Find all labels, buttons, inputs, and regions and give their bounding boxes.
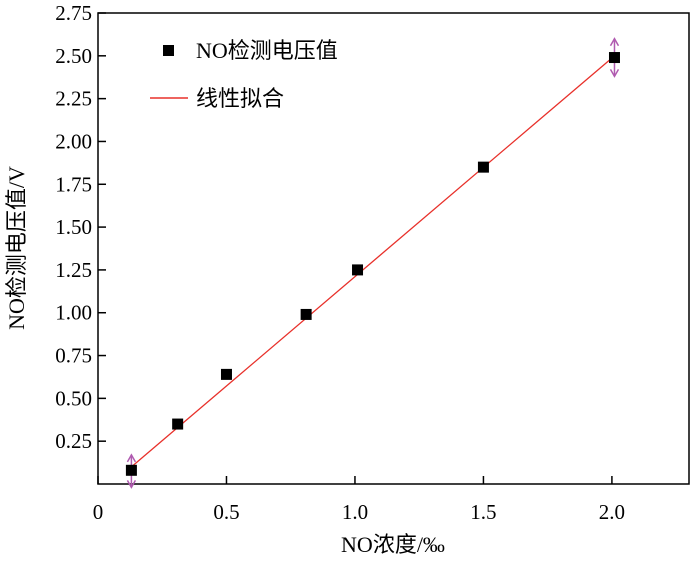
y-tick-label: 1.75 bbox=[55, 172, 92, 196]
legend-label-points: NO检测电压值 bbox=[196, 38, 338, 63]
data-point bbox=[477, 161, 489, 173]
fit-line bbox=[130, 55, 615, 468]
y-tick-label: 0.25 bbox=[55, 429, 92, 453]
data-point bbox=[608, 52, 620, 64]
legend-marker-points bbox=[163, 45, 174, 56]
x-tick-label: 0 bbox=[93, 500, 104, 524]
data-points-series bbox=[125, 52, 620, 476]
data-point bbox=[352, 264, 364, 276]
y-tick-label: 1.50 bbox=[55, 215, 92, 239]
x-tick-label: 2.0 bbox=[599, 500, 625, 524]
y-axis-title: NO检测电压值/V bbox=[4, 166, 29, 330]
data-point bbox=[172, 418, 184, 430]
error-bar-cap-bottom bbox=[609, 68, 620, 78]
x-tick-label: 1.5 bbox=[470, 500, 496, 524]
y-tick-label: 1.25 bbox=[55, 258, 92, 282]
data-point bbox=[300, 308, 312, 320]
legend: NO检测电压值 线性拟合 bbox=[150, 38, 338, 111]
data-point bbox=[125, 464, 137, 476]
y-tick-label: 1.00 bbox=[55, 301, 92, 325]
y-tick-label: 2.75 bbox=[55, 1, 92, 25]
y-tick-label: 2.00 bbox=[55, 129, 92, 153]
data-point bbox=[220, 368, 232, 380]
y-tick-label: 2.25 bbox=[55, 87, 92, 111]
legend-label-fit: 线性拟合 bbox=[196, 86, 284, 111]
error-bar-cap-bottom bbox=[126, 480, 137, 489]
y-tick-label: 2.50 bbox=[55, 44, 92, 68]
y-tick-label: 0.75 bbox=[55, 344, 92, 368]
x-axis-title: NO浓度/‰ bbox=[341, 532, 445, 557]
fit-line-series bbox=[130, 55, 615, 468]
x-tick-label: 0.5 bbox=[213, 500, 239, 524]
plot-frame bbox=[97, 12, 690, 485]
error-bar-cap-top bbox=[609, 37, 620, 47]
x-tick-label: 1.0 bbox=[342, 500, 368, 524]
x-axis-ticks: 0 0.5 1.0 1.5 2.0 bbox=[93, 476, 625, 524]
error-bar-cap-top bbox=[126, 453, 137, 463]
y-axis-ticks: 0.25 0.50 0.75 1.00 1.25 1.50 1.75 2.00 2.25 2.50… bbox=[55, 1, 106, 453]
y-tick-label: 0.50 bbox=[55, 386, 92, 410]
